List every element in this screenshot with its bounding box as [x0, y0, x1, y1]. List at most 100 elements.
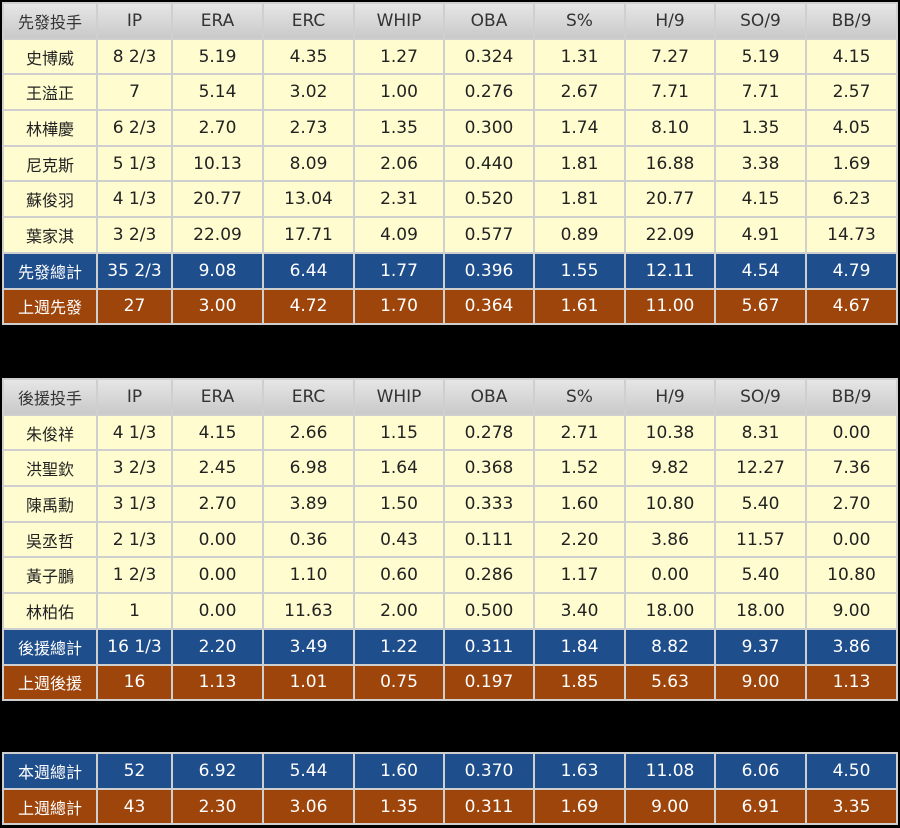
total-row-cell: 本週總計 — [4, 754, 96, 788]
header-row-cell: S% — [535, 4, 624, 38]
player-row-cell: 0.324 — [445, 39, 533, 74]
player-row-cell: 8.31 — [716, 415, 805, 450]
header-row-cell: BB/9 — [807, 4, 896, 38]
last-week-row: 上週總計 43 2.30 3.06 1.35 0.311 1.69 9.00 6.91 3.35 — [4, 789, 896, 824]
player-row-cell: 0.440 — [445, 146, 533, 181]
total-row-cell: 3.49 — [264, 629, 353, 664]
player-row-cell: 1 — [98, 594, 171, 628]
last-week-row-cell: 9.00 — [626, 789, 714, 824]
player-row-cell: 2.67 — [535, 75, 624, 110]
player-row-cell: 3.40 — [535, 594, 624, 628]
player-row-cell: 0.00 — [807, 415, 896, 450]
total-row-cell: 35 2/3 — [98, 253, 171, 288]
player-row-cell: 13.04 — [264, 182, 353, 217]
player-row-cell: 0.333 — [445, 487, 533, 521]
player-row-cell: 1.60 — [535, 487, 624, 521]
player-row-cell: 4.15 — [173, 415, 262, 450]
header-row-cell: OBA — [445, 380, 533, 414]
player-row-cell: 16.88 — [626, 146, 714, 181]
player-row-cell: 0.60 — [355, 558, 443, 593]
player-row-cell: 1.69 — [807, 146, 896, 181]
player-row-cell: 5 1/3 — [98, 146, 171, 181]
player-row-cell: 2.31 — [355, 182, 443, 217]
last-week-row-cell: 0.75 — [355, 665, 443, 700]
header-row-cell: IP — [98, 380, 171, 414]
player-row-cell: 3.86 — [626, 522, 714, 557]
total-row-cell: 4.79 — [807, 253, 896, 288]
player-row-cell: 1.15 — [355, 415, 443, 450]
player-row-cell: 1.64 — [355, 451, 443, 486]
player-row-cell: 0.89 — [535, 218, 624, 252]
header-row-cell: BB/9 — [807, 380, 896, 414]
total-row-cell: 6.44 — [264, 253, 353, 288]
player-row-cell: 11.63 — [264, 594, 353, 628]
player-row-cell: 1.81 — [535, 146, 624, 181]
header-row-cell: 後援投手 — [4, 380, 96, 414]
last-week-row-cell: 1.01 — [264, 665, 353, 700]
header-row-cell: SO/9 — [716, 380, 805, 414]
header-row-cell: 先發投手 — [4, 4, 96, 38]
player-row-cell: 5.40 — [716, 558, 805, 593]
player-row-cell: 7.71 — [716, 75, 805, 110]
last-week-row-cell: 上週先發 — [4, 289, 96, 324]
player-row-cell: 0.36 — [264, 522, 353, 557]
header-row-cell: ERA — [173, 380, 262, 414]
player-row-cell: 3 1/3 — [98, 487, 171, 521]
player-row-cell: 2.57 — [807, 75, 896, 110]
total-row-cell: 4.50 — [807, 754, 896, 788]
player-row-cell: 3.02 — [264, 75, 353, 110]
player-row-cell: 18.00 — [626, 594, 714, 628]
player-row-cell: 7.71 — [626, 75, 714, 110]
last-week-row-cell: 1.69 — [535, 789, 624, 824]
total-row-cell: 後援總計 — [4, 629, 96, 664]
player-row-cell: 4 1/3 — [98, 182, 171, 217]
player-row-cell: 0.300 — [445, 111, 533, 145]
total-row-cell: 1.84 — [535, 629, 624, 664]
player-row-cell: 林柏佑 — [4, 594, 96, 628]
header-row: 先發投手 IP ERA ERC WHIP OBA S% H/9 SO/9 BB/9 — [4, 4, 896, 38]
player-row-cell: 3 2/3 — [98, 451, 171, 486]
player-row-cell: 史博威 — [4, 39, 96, 74]
player-row-cell: 6 2/3 — [98, 111, 171, 145]
player-row-cell: 7 — [98, 75, 171, 110]
total-row-cell: 1.22 — [355, 629, 443, 664]
player-row-cell: 8 2/3 — [98, 39, 171, 74]
player-row-cell: 9.00 — [807, 594, 896, 628]
player-row-cell: 王溢正 — [4, 75, 96, 110]
player-row-cell: 8.09 — [264, 146, 353, 181]
total-row-cell: 6.06 — [716, 754, 805, 788]
total-row-cell: 52 — [98, 754, 171, 788]
player-row-cell: 3.38 — [716, 146, 805, 181]
player-row-cell: 1.27 — [355, 39, 443, 74]
player-row-cell: 尼克斯 — [4, 146, 96, 181]
player-row: 尼克斯 5 1/3 10.13 8.09 2.06 0.440 1.81 16.88 3.38 1… — [4, 146, 896, 181]
header-row-cell: H/9 — [626, 4, 714, 38]
header-row-cell: SO/9 — [716, 4, 805, 38]
total-row-cell: 0.311 — [445, 629, 533, 664]
last-week-row-cell: 4.67 — [807, 289, 896, 324]
total-row: 本週總計 52 6.92 5.44 1.60 0.370 1.63 11.08 6.06 4.50 — [4, 754, 896, 788]
total-row: 後援總計 16 1/3 2.20 3.49 1.22 0.311 1.84 8.82 9.37 3… — [4, 629, 896, 664]
player-row-cell: 18.00 — [716, 594, 805, 628]
player-row-cell: 12.27 — [716, 451, 805, 486]
player-row: 林樺慶 6 2/3 2.70 2.73 1.35 0.300 1.74 8.10 1.35 4.0… — [4, 111, 896, 145]
player-row-cell: 1.35 — [355, 111, 443, 145]
last-week-row-cell: 1.35 — [355, 789, 443, 824]
player-row-cell: 0.43 — [355, 522, 443, 557]
player-row: 葉家淇 3 2/3 22.09 17.71 4.09 0.577 0.89 22.09 4.91… — [4, 218, 896, 252]
player-row-cell: 0.276 — [445, 75, 533, 110]
player-row-cell: 0.278 — [445, 415, 533, 450]
player-row-cell: 3.89 — [264, 487, 353, 521]
player-row-cell: 11.57 — [716, 522, 805, 557]
player-row-cell: 20.77 — [626, 182, 714, 217]
total-row-cell: 1.63 — [535, 754, 624, 788]
last-week-row: 上週後援 16 1.13 1.01 0.75 0.197 1.85 5.63 9.00 1.13 — [4, 665, 896, 700]
last-week-row-cell: 5.63 — [626, 665, 714, 700]
player-row-cell: 4.91 — [716, 218, 805, 252]
player-row: 朱俊祥 4 1/3 4.15 2.66 1.15 0.278 2.71 10.38 8.31 0.… — [4, 415, 896, 450]
player-row-cell: 3 2/3 — [98, 218, 171, 252]
total-row-cell: 2.20 — [173, 629, 262, 664]
last-week-row-cell: 3.35 — [807, 789, 896, 824]
player-row: 吳丞哲 2 1/3 0.00 0.36 0.43 0.111 2.20 3.86 11.57 0.… — [4, 522, 896, 557]
